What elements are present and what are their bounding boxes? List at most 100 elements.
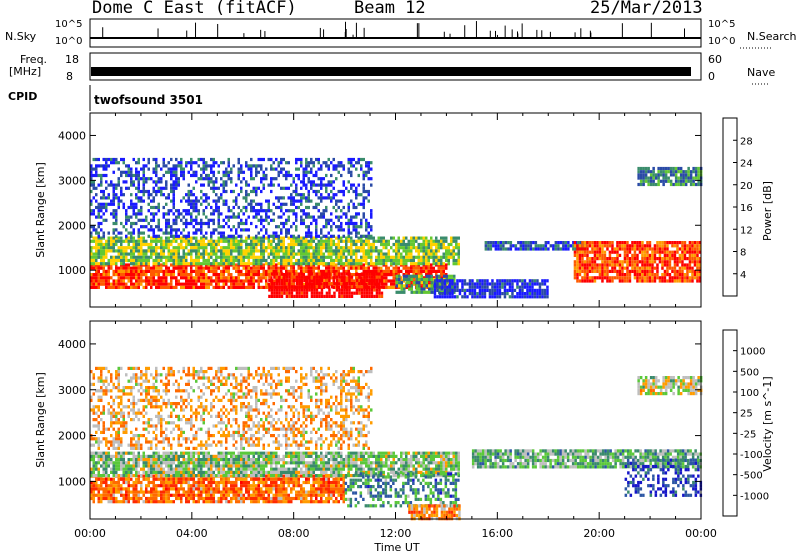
data-cell	[367, 161, 370, 165]
data-cell	[683, 241, 687, 245]
data-cell	[252, 279, 255, 283]
data-cell	[282, 242, 285, 247]
data-cell	[220, 231, 223, 235]
data-cell	[372, 262, 375, 266]
data-cell	[167, 218, 170, 222]
data-cell	[190, 249, 193, 253]
data-cell	[355, 269, 358, 273]
data-cell	[410, 269, 413, 273]
data-cell	[300, 272, 304, 276]
data-cell	[325, 221, 328, 226]
data-cell	[317, 189, 320, 194]
data-cell	[307, 212, 310, 216]
data-cell	[443, 274, 446, 278]
data-cell	[195, 196, 198, 200]
data-cell	[195, 246, 198, 250]
data-cell	[197, 199, 200, 203]
data-cell	[200, 273, 203, 277]
data-cell	[110, 258, 113, 263]
data-cell	[105, 205, 108, 210]
data-cell	[172, 218, 175, 222]
data-cell	[348, 288, 351, 292]
data-cell	[147, 167, 150, 171]
data-cell	[277, 225, 280, 229]
data-cell	[212, 266, 215, 270]
data-cell	[242, 205, 245, 210]
data-cell	[268, 278, 271, 282]
data-cell	[147, 177, 150, 181]
nsky-tick-bottom: 10^0	[55, 36, 83, 47]
data-cell	[282, 236, 285, 240]
data-cell	[157, 255, 160, 259]
data-cell	[638, 244, 642, 248]
data-cell	[422, 276, 425, 280]
data-cell	[185, 239, 188, 243]
data-cell	[405, 266, 408, 270]
data-cell	[317, 157, 320, 162]
data-cell	[125, 239, 128, 243]
data-cell	[425, 274, 428, 278]
data-cell	[638, 250, 642, 254]
data-cell	[583, 279, 587, 283]
data-cell	[537, 247, 540, 251]
data-cell	[516, 282, 519, 286]
data-cell	[441, 295, 444, 299]
data-cell	[112, 258, 115, 263]
data-cell	[155, 273, 158, 277]
data-cell	[325, 196, 328, 200]
data-cell	[97, 285, 100, 289]
data-cell	[688, 266, 692, 270]
data-cell	[262, 183, 265, 187]
data-cell	[155, 183, 158, 187]
data-cell	[200, 266, 203, 270]
data-cell	[676, 250, 679, 254]
data-cell	[180, 258, 183, 263]
data-cell	[375, 294, 379, 298]
data-cell	[207, 252, 210, 256]
data-cell	[392, 285, 395, 289]
data-cell	[327, 242, 330, 247]
data-cell	[370, 282, 374, 286]
data-cell	[205, 249, 208, 253]
data-cell	[315, 242, 318, 247]
data-cell	[350, 183, 353, 187]
data-cell	[297, 262, 300, 266]
data-cell	[162, 252, 165, 256]
data-cell	[120, 266, 123, 270]
data-cell	[661, 250, 664, 254]
data-cell	[305, 255, 308, 259]
data-cell	[453, 288, 457, 292]
data-cell	[641, 276, 644, 280]
data-cell	[522, 241, 525, 245]
data-cell	[95, 262, 98, 266]
data-cell	[202, 246, 205, 250]
data-cell	[212, 212, 215, 216]
data-cell	[257, 279, 260, 283]
data-cell	[140, 189, 143, 194]
data-cell	[689, 176, 693, 180]
data-cell	[323, 282, 326, 286]
data-cell	[403, 284, 406, 288]
data-cell	[110, 236, 113, 240]
data-cell	[508, 285, 512, 289]
data-cell	[302, 269, 305, 273]
data-cell	[581, 257, 584, 261]
data-cell	[235, 258, 238, 263]
data-cell	[140, 282, 143, 286]
data-cell	[363, 278, 366, 282]
data-cell	[453, 290, 456, 294]
data-cell	[97, 266, 100, 270]
data-cell	[232, 262, 235, 266]
data-cell	[405, 242, 408, 247]
data-cell	[202, 164, 205, 168]
data-cell	[207, 276, 210, 280]
data-cell	[638, 276, 642, 280]
data-cell	[385, 285, 388, 289]
data-cell	[554, 247, 558, 251]
data-cell	[320, 199, 323, 203]
data-cell	[265, 167, 268, 171]
data-cell	[222, 170, 225, 174]
data-cell	[112, 242, 115, 247]
data-cell	[245, 189, 248, 194]
data-cell	[387, 252, 390, 256]
